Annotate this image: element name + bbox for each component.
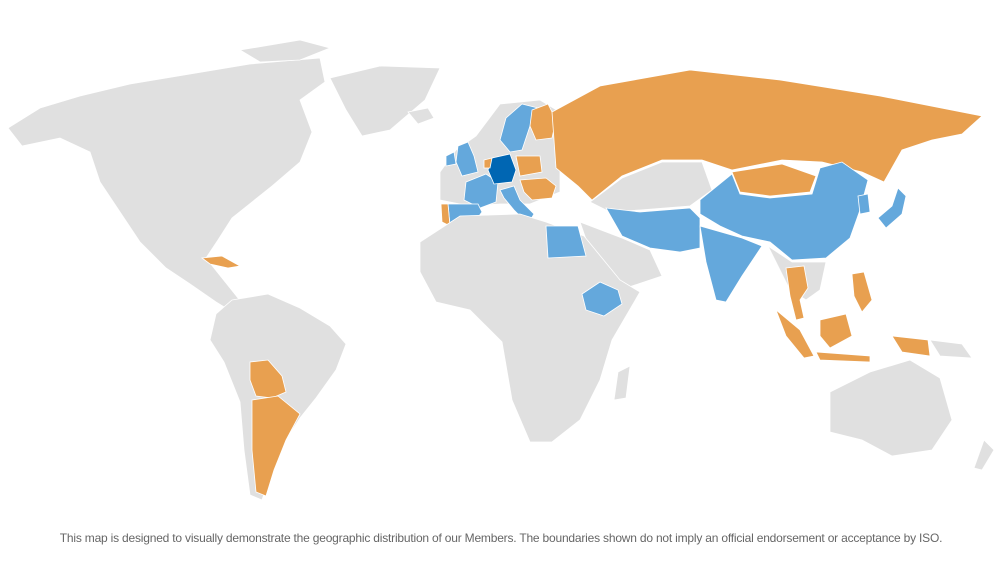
country-korea[interactable]: [857, 193, 871, 215]
country-russia[interactable]: [551, 69, 983, 201]
country-argentina[interactable]: [251, 395, 301, 497]
region-madagascar[interactable]: [613, 365, 631, 401]
map-disclaimer-caption: This map is designed to visually demonst…: [59, 531, 943, 545]
country-poland[interactable]: [515, 155, 543, 177]
country-ireland[interactable]: [445, 151, 457, 167]
country-egypt[interactable]: [545, 225, 587, 259]
country-philippines[interactable]: [851, 271, 873, 313]
region-africa[interactable]: [419, 213, 641, 443]
region-new-guinea[interactable]: [929, 339, 973, 359]
country-ethiopia[interactable]: [581, 281, 623, 317]
region-greenland[interactable]: [329, 65, 441, 137]
country-germany[interactable]: [487, 153, 517, 185]
region-canadian-islands[interactable]: [238, 39, 332, 63]
region-iceland[interactable]: [407, 107, 435, 125]
country-central-east-europe[interactable]: [519, 177, 557, 201]
country-portugal[interactable]: [440, 203, 451, 227]
country-bolivia[interactable]: [249, 359, 287, 399]
country-japan[interactable]: [877, 187, 907, 229]
country-cuba[interactable]: [200, 255, 242, 269]
country-finland[interactable]: [529, 103, 557, 141]
country-france[interactable]: [463, 173, 499, 209]
region-north-america[interactable]: [7, 57, 326, 319]
country-netherlands[interactable]: [483, 157, 493, 169]
world-map: [7, 39, 995, 501]
country-iran-pakistan[interactable]: [605, 207, 701, 253]
country-thailand[interactable]: [785, 265, 809, 321]
country-mongolia[interactable]: [731, 163, 817, 197]
country-india[interactable]: [699, 225, 763, 303]
region-new-zealand[interactable]: [973, 439, 995, 471]
country-malaysia-indonesia[interactable]: [775, 308, 931, 363]
region-australia[interactable]: [829, 359, 953, 457]
